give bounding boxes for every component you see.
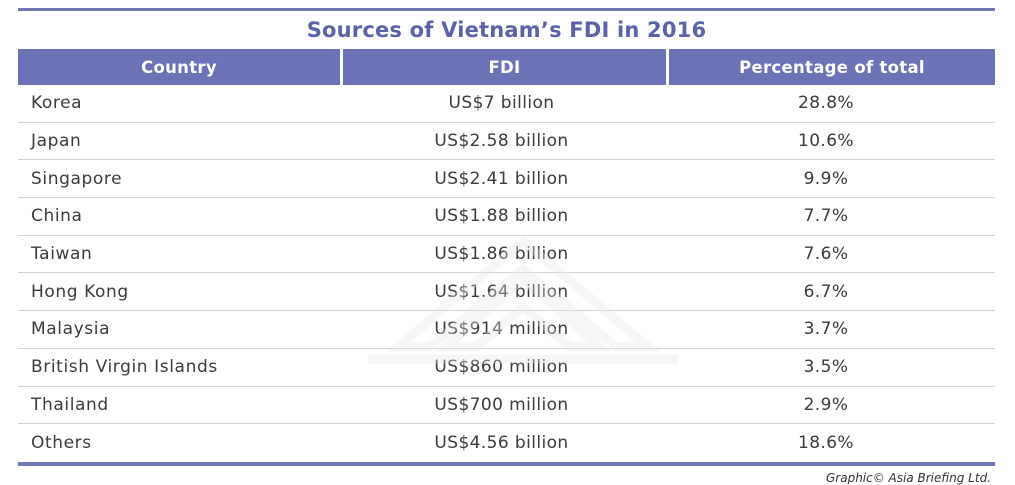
fdi-cell: US$914 million — [434, 319, 569, 340]
percentage-cell: 28.8% — [797, 93, 854, 114]
percentage-cell: 18.6% — [797, 432, 854, 453]
table-row: Malaysia US$914 million 3.7% — [18, 311, 995, 349]
country-cell: Others — [31, 432, 92, 453]
percentage-cell: 6.7% — [803, 281, 849, 302]
table-row: China US$1.88 billion 7.7% — [18, 198, 995, 236]
table-row: Korea US$7 billion 28.8% — [18, 85, 995, 123]
country-cell: Taiwan — [31, 244, 93, 265]
country-cell: Malaysia — [31, 319, 111, 340]
percentage-cell: 9.9% — [803, 168, 849, 189]
percentage-cell: 7.7% — [803, 206, 849, 227]
country-cell: British Virgin Islands — [31, 357, 218, 378]
table-body-wrap: Country FDI Percentage of total Korea US$… — [18, 49, 995, 461]
fdi-cell: US$4.56 billion — [434, 432, 569, 453]
fdi-cell: US$860 million — [434, 357, 569, 378]
table-row: Taiwan US$1.86 billion 7.6% — [18, 236, 995, 274]
percentage-cell: 3.5% — [803, 357, 849, 378]
percentage-cell: 7.6% — [803, 244, 849, 265]
country-cell: Korea — [31, 93, 83, 114]
percentage-cell: 3.7% — [803, 319, 849, 340]
country-cell: China — [31, 206, 83, 227]
country-cell: Singapore — [31, 168, 123, 189]
table-row: Thailand US$700 million 2.9% — [18, 387, 995, 425]
table-header: Country FDI Percentage of total — [18, 49, 995, 85]
fdi-cell: US$700 million — [434, 394, 569, 415]
header-percentage: Percentage of total — [739, 57, 925, 77]
table-row: British Virgin Islands US$860 million 3.5% — [18, 349, 995, 387]
percentage-cell: 2.9% — [803, 394, 849, 415]
table-row: Japan US$2.58 billion 10.6% — [18, 123, 995, 161]
table-row: Hong Kong US$1.64 billion 6.7% — [18, 273, 995, 312]
fdi-cell: US$1.86 billion — [434, 244, 569, 265]
country-cell: Japan — [31, 131, 82, 152]
table-row: Others US$4.56 billion 18.6% — [18, 424, 995, 461]
header-fdi: FDI — [343, 49, 669, 85]
graphic-credit: Graphic© Asia Briefing Ltd. — [825, 470, 991, 485]
table-row: Singapore US$2.41 billion 9.9% — [18, 160, 995, 199]
fdi-cell: US$1.64 billion — [434, 281, 569, 302]
top-rule — [18, 8, 995, 11]
table-title: Sources of Vietnam’s FDI in 2016 — [306, 18, 707, 42]
country-cell: Hong Kong — [31, 281, 129, 302]
fdi-cell: US$2.58 billion — [434, 131, 569, 152]
country-cell: Thailand — [31, 394, 109, 415]
bottom-rule — [18, 461, 995, 466]
table-rows: Korea US$7 billion 28.8% Japan US$2.58 billi… — [18, 85, 995, 461]
fdi-cell: US$7 billion — [448, 93, 555, 114]
fdi-cell: US$2.41 billion — [434, 168, 569, 189]
fdi-cell: US$1.88 billion — [434, 206, 569, 227]
percentage-cell: 10.6% — [797, 131, 854, 152]
header-country: Country — [18, 49, 343, 85]
fdi-table-graphic: Sources of Vietnam’s FDI in 2016 Country… — [18, 8, 995, 485]
